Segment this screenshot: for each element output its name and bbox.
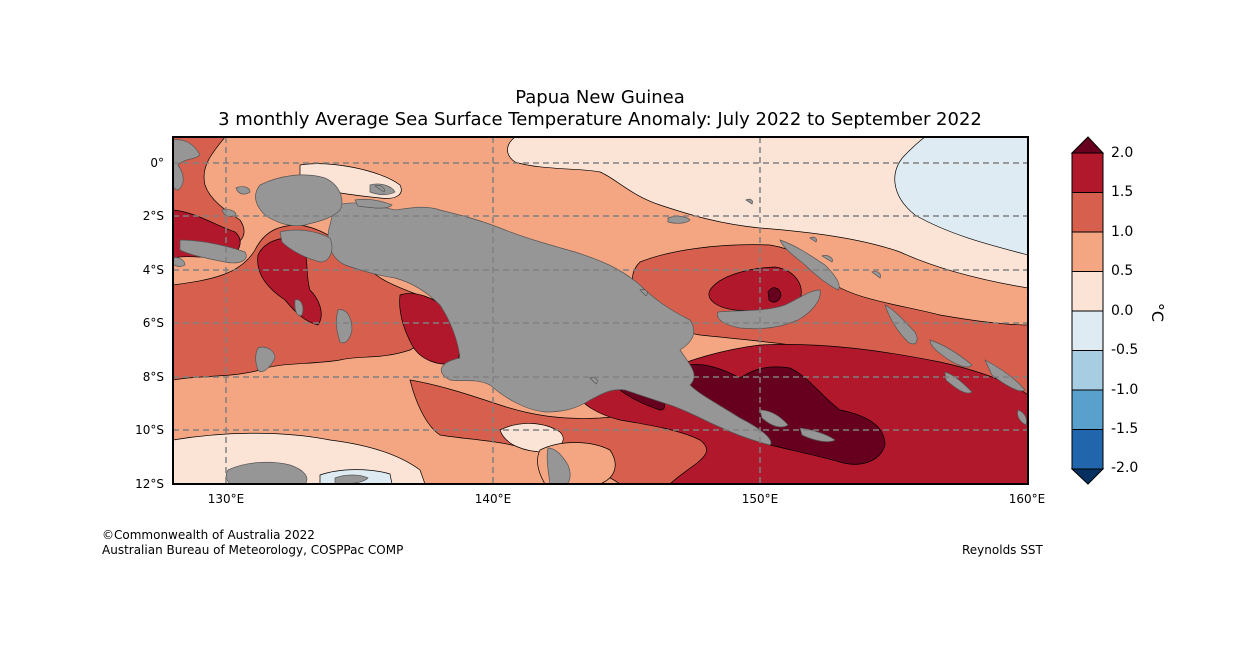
land-small-islands: [221, 185, 881, 385]
copyright-text: ©Commonwealth of Australia 2022: [102, 528, 315, 542]
source-text: Australian Bureau of Meteorology, COSPPa…: [102, 543, 404, 557]
land-buru: [173, 257, 186, 267]
colorbar-label: 1.5: [1111, 184, 1134, 200]
y-tick-label: 0°: [150, 156, 164, 170]
land-new-guinea: [327, 202, 772, 446]
colorbar-neg1.0-neg0.5: [1071, 350, 1104, 391]
y-tick-label: 2°S: [142, 209, 164, 223]
anomaly-region-neg0.5-0.0: [894, 137, 1028, 256]
land-solomons-1: [929, 339, 973, 368]
map-frame: [172, 136, 1029, 485]
colorbar-label: 1.0: [1111, 224, 1134, 240]
land-cape-york: [546, 447, 571, 484]
x-tick-label: 130°E: [207, 492, 245, 506]
land-yapen: [354, 198, 393, 209]
y-tick-label: 12°S: [135, 477, 164, 491]
land-dentrecasteaux: [759, 409, 789, 428]
land-solomons-4: [1017, 409, 1027, 426]
y-tick-label: 8°S: [142, 370, 164, 384]
y-tick-label: 4°S: [142, 263, 164, 277]
dataset-text: Reynolds SST: [962, 543, 1043, 557]
land-tanimbar: [255, 346, 276, 372]
land-solomons-3: [984, 359, 1026, 392]
map-title: Papua New Guinea: [515, 87, 685, 108]
land-bomberai: [279, 229, 333, 263]
y-tick-label: 6°S: [142, 316, 164, 330]
land-masses: [173, 139, 1027, 484]
colorbar-label: -0.5: [1111, 342, 1139, 358]
x-tick-label: 150°E: [741, 492, 779, 506]
land-new-ireland: [779, 239, 840, 291]
land-seram: [179, 239, 247, 264]
colorbar-1.0-1.5: [1071, 192, 1104, 233]
colorbar-label: 0.5: [1111, 263, 1134, 279]
colorbar-label: -1.0: [1111, 382, 1139, 398]
y-tick-label: 10°S: [135, 423, 164, 437]
colorbar-below-neg2-arrow: [1070, 468, 1105, 485]
colorbar-0.5-1.0: [1071, 231, 1104, 272]
land-birds-head: [255, 174, 343, 227]
x-tick-label: 160°E: [1008, 492, 1046, 506]
colorbar-0.0-0.5: [1071, 271, 1104, 312]
map-plot-area: [173, 137, 1028, 484]
land-aru: [335, 309, 353, 344]
colorbar-label: 2.0: [1111, 145, 1134, 161]
land-kai: [294, 299, 304, 317]
colorbar-above-2-arrow: [1070, 136, 1105, 154]
anomaly-region-above-2.0: [767, 287, 782, 303]
colorbar-neg2.0-neg1.5: [1071, 429, 1104, 470]
land-bougainville: [884, 304, 918, 345]
map-subtitle: 3 monthly Average Sea Surface Temperatur…: [218, 109, 982, 130]
land-halmahera: [173, 139, 201, 191]
colorbar: [1070, 136, 1105, 485]
x-tick-label: 140°E: [474, 492, 512, 506]
map-gridlines: [173, 137, 1028, 484]
colorbar-label: -2.0: [1111, 460, 1139, 476]
colorbar-label: 0.0: [1111, 303, 1134, 319]
colorbar-label: -1.5: [1111, 421, 1139, 437]
colorbar-1.5-2.0: [1071, 152, 1104, 193]
land-new-britain: [717, 289, 821, 330]
colorbar-neg0.5-0.0: [1071, 310, 1104, 351]
colorbar-unit-label: °C: [1148, 302, 1168, 323]
colorbar-neg1.5-neg1.0: [1071, 389, 1104, 430]
